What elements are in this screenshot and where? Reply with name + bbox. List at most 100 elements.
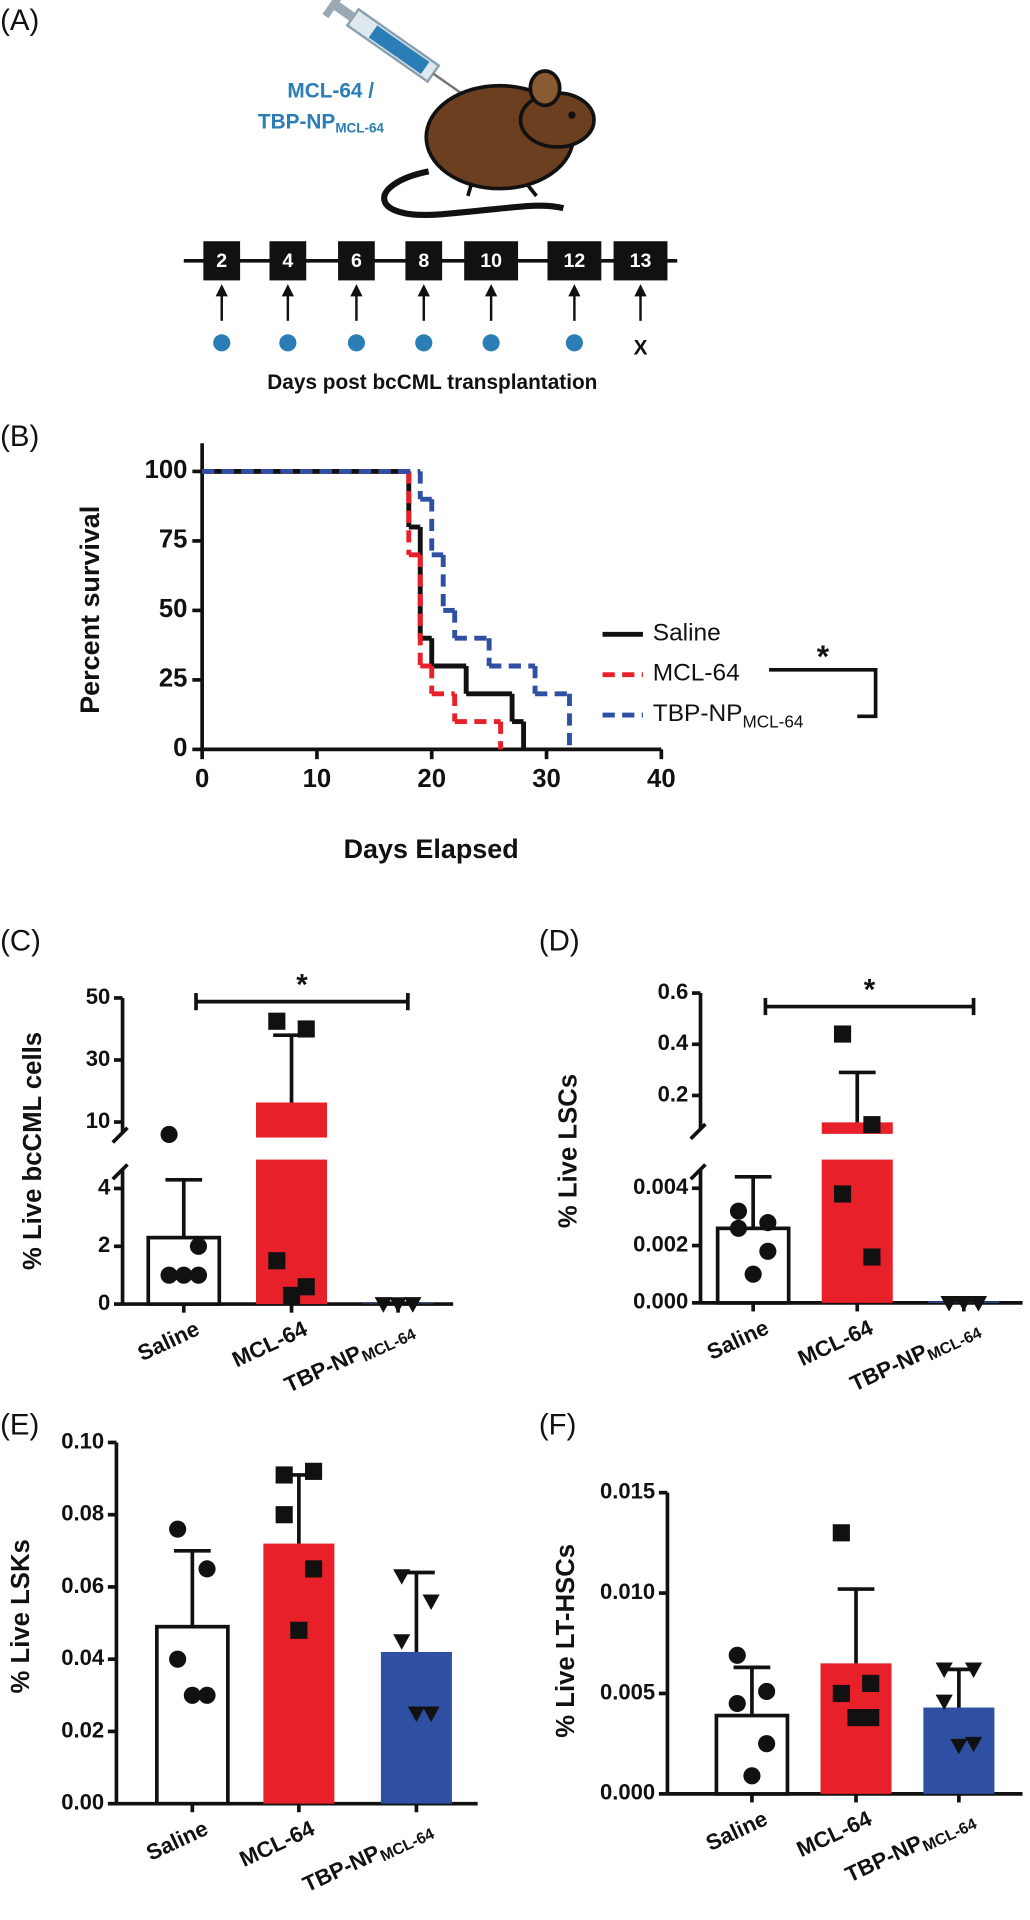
- y-tick-label: 0.002: [633, 1231, 688, 1256]
- data-point: [729, 1202, 748, 1220]
- day-box: [338, 241, 375, 281]
- syringe: [322, 0, 466, 98]
- data-point: [275, 1506, 293, 1524]
- category-subscript: MCL-64: [925, 1325, 984, 1365]
- data-point: [275, 1466, 293, 1484]
- data-point: [965, 1736, 983, 1753]
- data-point: [833, 1185, 852, 1203]
- data-point: [422, 1706, 440, 1722]
- day-label: 12: [563, 250, 585, 272]
- data-point: [169, 1520, 187, 1538]
- day-label: 2: [216, 250, 227, 272]
- y-tick-label: 75: [159, 526, 188, 554]
- drug-subscript: MCL-64: [335, 120, 384, 135]
- data-point: [305, 1560, 323, 1578]
- day-box: [464, 241, 519, 281]
- day-label: 13: [630, 250, 652, 272]
- data-point: [404, 1297, 422, 1313]
- category-name: TBP-NP: [299, 1840, 384, 1897]
- y-tick-label: 10: [86, 1108, 111, 1133]
- data-point: [189, 1266, 208, 1284]
- data-point: [189, 1237, 208, 1255]
- timeline-caption: Days post bcCML transplantation: [267, 371, 597, 394]
- legend-label: TBP-NPMCL-64: [653, 701, 804, 731]
- y-tick-label: 0: [173, 734, 187, 762]
- category-name: Saline: [703, 1315, 772, 1365]
- category-name: TBP-NP: [280, 1340, 365, 1397]
- panel-label: (E): [0, 1408, 39, 1441]
- legend-subscript: MCL-64: [742, 711, 803, 731]
- y-tick-label: 50: [86, 984, 111, 1009]
- x-axis-title: Days Elapsed: [344, 834, 519, 864]
- x-tick-label: 0: [195, 765, 209, 793]
- panel-label: (A): [0, 4, 39, 37]
- panel-label: (F): [539, 1408, 577, 1441]
- y-tick-label: 30: [86, 1046, 111, 1071]
- y-tick-label: 2: [98, 1232, 110, 1257]
- x-tick-label: 10: [303, 765, 332, 793]
- panel-label: (D): [539, 925, 580, 958]
- dose-dot: [347, 334, 365, 352]
- data-point: [268, 1012, 286, 1030]
- legend-name: TBP-NP: [653, 701, 743, 728]
- y-tick-label: 0.00: [61, 1790, 104, 1815]
- category-name: MCL-64: [228, 1315, 311, 1372]
- y-axis-title: Percent survival: [75, 506, 105, 714]
- data-point: [290, 1621, 308, 1639]
- data-point: [863, 1116, 881, 1134]
- dose-dot: [279, 334, 297, 352]
- data-point: [832, 1684, 850, 1703]
- data-point: [374, 1297, 392, 1313]
- panel-label: (B): [0, 420, 39, 453]
- data-point: [169, 1650, 187, 1668]
- day-box: [613, 241, 668, 281]
- day-label: 4: [282, 250, 293, 272]
- y-axis-title: % Live bcCML cells: [19, 1032, 47, 1270]
- category-subscript: MCL-64: [378, 1826, 437, 1866]
- mouse: [381, 69, 596, 219]
- legend-label: MCL-64: [653, 660, 740, 687]
- category-name: Saline: [142, 1815, 211, 1865]
- day-box: [405, 241, 443, 281]
- data-point: [950, 1738, 968, 1755]
- data-point: [393, 1634, 411, 1650]
- data-point: [297, 1278, 315, 1296]
- panel-label: (C): [0, 925, 41, 958]
- data-point: [833, 1025, 852, 1043]
- drug-label: MCL-64 /: [287, 79, 374, 102]
- y-tick-label: 100: [145, 456, 188, 484]
- data-point: [297, 1020, 315, 1038]
- x-tick-label: Saline: [702, 1806, 771, 1856]
- legend-label: Saline: [653, 620, 721, 647]
- y-tick-label: 0.02: [61, 1717, 104, 1742]
- y-tick-label: 0.4: [658, 1030, 689, 1055]
- x-tick-label: TBP-NPMCL-64: [299, 1815, 438, 1900]
- category-name: TBP-NP: [846, 1339, 931, 1396]
- y-tick-label: 0.004: [633, 1174, 689, 1199]
- data-point: [160, 1266, 178, 1284]
- day-label: 8: [418, 250, 429, 272]
- data-point: [744, 1265, 762, 1283]
- category-name: MCL-64: [235, 1815, 318, 1872]
- y-axis-title: % Live LSCs: [554, 1074, 582, 1228]
- y-tick-label: 0.6: [658, 979, 689, 1004]
- y-tick-label: 0: [98, 1290, 110, 1315]
- category-name: Saline: [702, 1806, 771, 1856]
- arrow-head: [417, 284, 430, 297]
- axis-break: [111, 1126, 129, 1144]
- drug-name: TBP-NP: [258, 110, 336, 133]
- y-axis-title: % Live LSKs: [7, 1539, 35, 1693]
- y-axis-title: % Live LT-HSCs: [552, 1544, 580, 1738]
- data-point: [863, 1248, 881, 1266]
- bar: [263, 1543, 335, 1804]
- data-point: [198, 1560, 216, 1578]
- end-marker: X: [634, 336, 648, 359]
- data-point: [160, 1125, 178, 1144]
- category-name: MCL-64: [794, 1314, 877, 1371]
- data-point: [965, 1662, 983, 1678]
- data-point: [198, 1686, 216, 1704]
- legend-name: MCL-64: [653, 660, 740, 687]
- y-tick-label: 25: [159, 665, 188, 693]
- data-point: [175, 1266, 193, 1284]
- significance-bracket: [769, 667, 878, 719]
